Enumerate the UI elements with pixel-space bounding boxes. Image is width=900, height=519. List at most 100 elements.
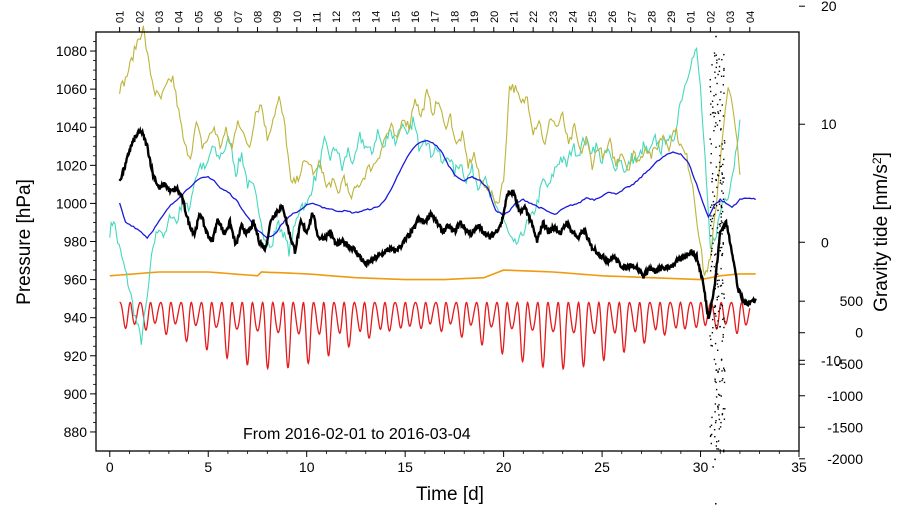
scatter-dot — [719, 449, 721, 451]
scatter-dot — [719, 242, 721, 245]
scatter-dot — [719, 380, 721, 383]
scatter-dot — [723, 158, 725, 161]
scatter-dot — [713, 52, 716, 54]
scatter-dot — [716, 448, 718, 450]
scatter-dot — [723, 418, 726, 420]
scatter-dot — [717, 232, 719, 234]
scatter-dot — [716, 283, 719, 285]
scatter-dot — [718, 223, 720, 225]
scatter-dot — [717, 295, 720, 297]
scatter-dot — [710, 103, 712, 105]
scatter-dot — [723, 449, 725, 451]
scatter-dot — [720, 129, 722, 131]
scatter-dot — [715, 66, 717, 69]
scatter-dot — [724, 142, 726, 144]
top-date-label: 01 — [115, 11, 127, 23]
scatter-dot — [717, 370, 719, 372]
scatter-dot — [712, 318, 714, 321]
scatter-dot — [717, 349, 719, 351]
scatter-dot — [720, 395, 722, 397]
top-date-label: 27 — [627, 11, 639, 23]
scatter-dot — [713, 358, 716, 361]
scatter-dot — [719, 225, 721, 227]
scatter-dot — [711, 217, 714, 220]
scatter-dot — [714, 270, 717, 272]
y-tick-label-left: 880 — [64, 424, 88, 440]
x-tick-label: 0 — [106, 459, 114, 475]
series-lines — [109, 25, 757, 371]
y-tick-label-left: 1060 — [56, 81, 87, 97]
scatter-dot — [716, 227, 719, 229]
scatter-dot — [722, 378, 724, 380]
scatter-dot — [712, 191, 714, 193]
x-tick-label: 15 — [397, 459, 413, 475]
scatter-dot — [712, 327, 714, 329]
scatter-dot — [716, 327, 718, 329]
scatter-dot — [719, 250, 721, 252]
scatter-dot — [720, 213, 722, 215]
scatter-dot — [713, 95, 715, 97]
scatter-dot — [712, 289, 714, 292]
scatter-dot — [717, 320, 719, 322]
scatter-dot — [710, 153, 712, 155]
top-date-label: 07 — [233, 11, 245, 23]
scatter-dot — [718, 418, 721, 421]
scatter-dot — [721, 172, 723, 174]
scatter-dot — [718, 203, 721, 205]
scatter-dot — [713, 306, 715, 308]
scatter-dot — [723, 381, 726, 384]
scatter-dot — [723, 326, 725, 329]
scatter-dot — [723, 451, 725, 453]
scatter-dot — [717, 371, 719, 373]
scatter-dot — [719, 325, 721, 328]
scatter-dot — [713, 266, 715, 268]
scatter-dot — [710, 434, 712, 436]
top-date-label: 04 — [174, 11, 186, 23]
scatter-dot — [719, 223, 722, 225]
y-axis-label-right-main: Gravity tide [nm/s — [871, 164, 892, 312]
scatter-dot — [711, 100, 714, 102]
scatter-dot — [722, 282, 724, 284]
scatter-dot — [709, 113, 712, 116]
scatter-dot — [723, 177, 725, 179]
scatter-dot — [716, 59, 718, 61]
scatter-dot — [710, 143, 712, 145]
scatter-dot — [717, 440, 720, 442]
scatter-dot — [722, 198, 725, 200]
scatter-dot — [711, 173, 714, 175]
scatter-dot — [715, 179, 717, 181]
scatter-dot — [711, 345, 713, 347]
scatter-dot — [713, 115, 715, 118]
scatter-dot — [715, 35, 717, 38]
scatter-dot — [714, 55, 716, 57]
scatter-dot — [709, 335, 711, 337]
series-line-gravity-tide — [119, 300, 751, 371]
scatter-dot — [716, 82, 718, 85]
scatter-dot — [711, 177, 713, 180]
scatter-dot — [709, 138, 711, 140]
scatter-dot — [716, 279, 719, 282]
scatter-dot — [722, 148, 724, 150]
scatter-dot — [713, 429, 716, 431]
scatter-dot — [712, 242, 714, 245]
scatter-dot — [718, 70, 721, 72]
scatter-dot — [710, 265, 713, 268]
scatter-dot — [718, 414, 720, 416]
scatter-dot — [719, 182, 722, 184]
top-date-label: 04 — [745, 11, 757, 23]
scatter-dot — [721, 104, 723, 106]
scatter-dot — [714, 378, 716, 380]
scatter-dot — [719, 99, 721, 101]
scatter-dot — [716, 186, 718, 189]
y-tick-label-right-lower: -2000 — [827, 451, 863, 467]
scatter-dot — [714, 403, 717, 405]
scatter-dot — [721, 340, 723, 342]
axis-ticks: 0 5 10 15 20 25 30 3588090092094096098010001020… — [56, 0, 863, 475]
scatter-dot — [719, 285, 722, 287]
scatter-dot — [720, 358, 723, 361]
scatter-dot — [715, 275, 717, 277]
scatter-dot — [715, 253, 717, 255]
scatter-dot — [710, 215, 712, 217]
scatter-dot — [711, 227, 714, 230]
